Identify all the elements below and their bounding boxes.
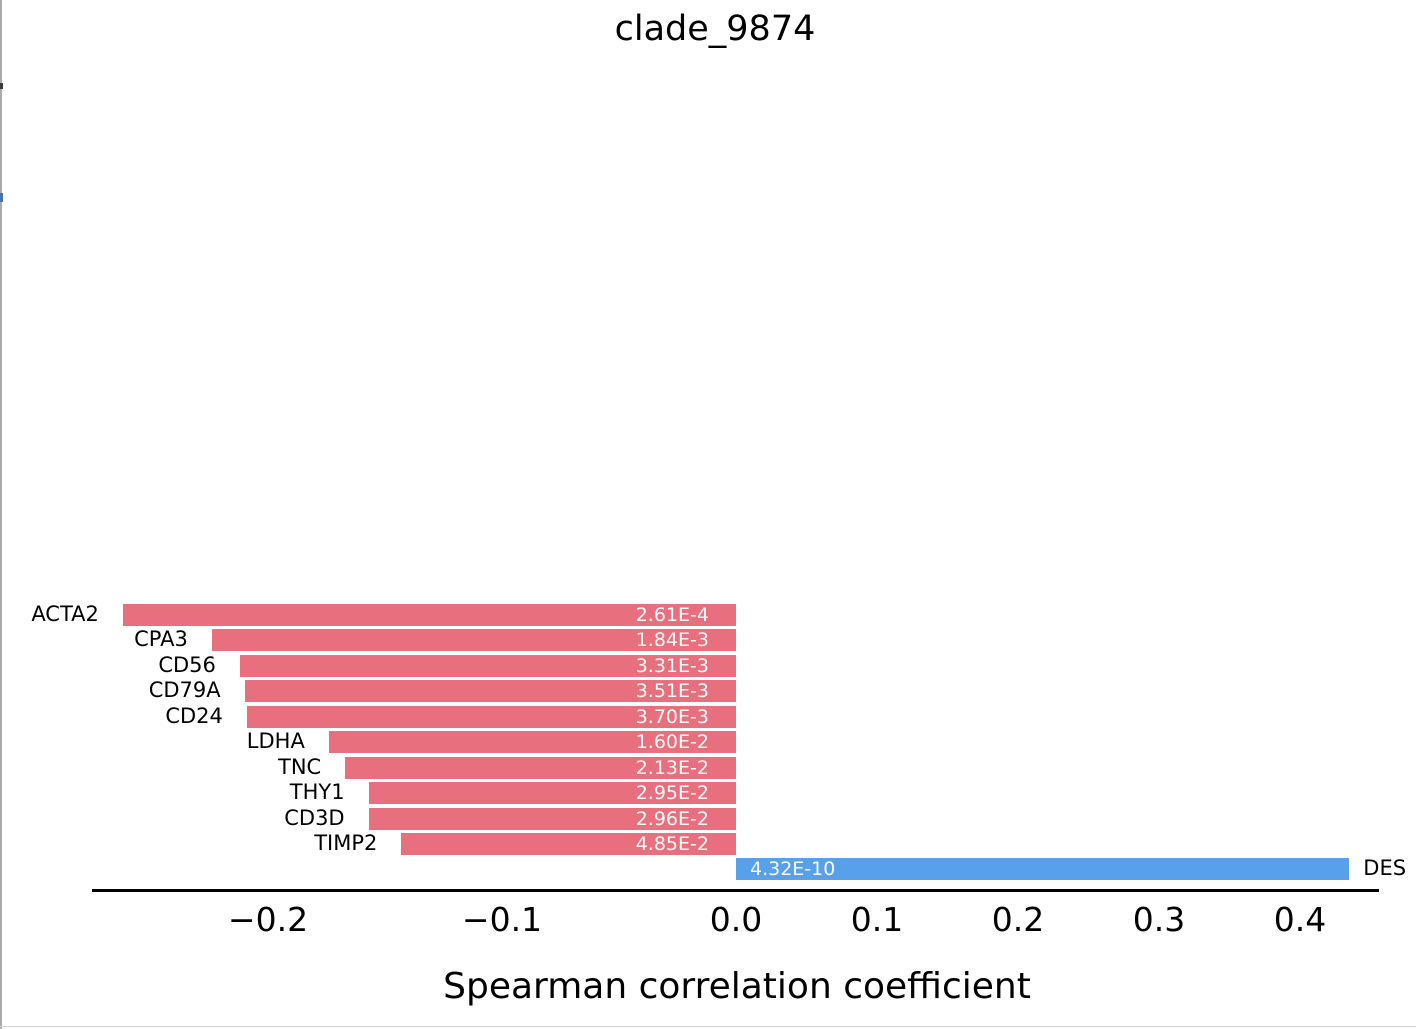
x-tick-label: −0.1 — [461, 900, 543, 939]
bar-cd79a: 3.51E-3 — [244, 680, 736, 702]
x-tick-label: 0.3 — [1132, 900, 1186, 939]
gene-label-tnc: TNC — [278, 755, 322, 779]
bar-cd56: 3.31E-3 — [239, 655, 736, 677]
pvalue-label: 2.96E-2 — [635, 808, 709, 830]
pvalue-label: 1.84E-3 — [635, 629, 709, 651]
pvalue-label: 4.32E-10 — [750, 858, 836, 880]
x-axis-label: Spearman correlation coefficient — [443, 966, 1031, 1007]
bar-cd3d: 2.96E-2 — [368, 808, 736, 830]
edge-artifact-dark — [0, 83, 3, 89]
window-left-border — [0, 0, 2, 1029]
x-tick-label: 0.2 — [991, 900, 1045, 939]
bar-ldha: 1.60E-2 — [328, 731, 736, 753]
bar-des: 4.32E-10 — [736, 858, 1350, 880]
gene-label-cd79a: CD79A — [148, 678, 221, 702]
pvalue-label: 2.13E-2 — [635, 757, 709, 779]
bar-acta2: 2.61E-4 — [122, 604, 736, 626]
pvalue-label: 3.31E-3 — [635, 655, 709, 677]
pvalue-label: 2.95E-2 — [635, 782, 709, 804]
pvalue-label: 4.85E-2 — [635, 833, 709, 855]
gene-label-cd24: CD24 — [165, 704, 223, 728]
gene-label-timp2: TIMP2 — [314, 831, 378, 855]
bar-cd24: 3.70E-3 — [246, 706, 736, 728]
gene-label-cd56: CD56 — [158, 653, 216, 677]
edge-artifact-blue — [0, 193, 3, 202]
gene-label-acta2: ACTA2 — [31, 602, 99, 626]
pvalue-label: 1.60E-2 — [635, 731, 709, 753]
x-axis-line — [92, 889, 1379, 892]
pvalue-label: 3.51E-3 — [635, 680, 709, 702]
bar-tnc: 2.13E-2 — [345, 757, 736, 779]
x-tick-label: 0.0 — [709, 900, 763, 939]
bar-timp2: 4.85E-2 — [401, 833, 736, 855]
pvalue-label: 2.61E-4 — [635, 604, 709, 626]
gene-label-thy1: THY1 — [289, 780, 345, 804]
bar-thy1: 2.95E-2 — [368, 782, 736, 804]
gene-label-des: DES — [1363, 856, 1407, 880]
gene-label-cpa3: CPA3 — [134, 627, 188, 651]
chart-title: clade_9874 — [614, 9, 816, 49]
gene-label-cd3d: CD3D — [284, 806, 345, 830]
window-bottom-border — [0, 1026, 1416, 1027]
pvalue-label: 3.70E-3 — [635, 706, 709, 728]
x-tick-label: −0.2 — [227, 900, 309, 939]
bar-cpa3: 1.84E-3 — [211, 629, 736, 651]
gene-label-ldha: LDHA — [246, 729, 305, 753]
x-tick-label: 0.1 — [850, 900, 904, 939]
x-tick-label: 0.4 — [1273, 900, 1327, 939]
